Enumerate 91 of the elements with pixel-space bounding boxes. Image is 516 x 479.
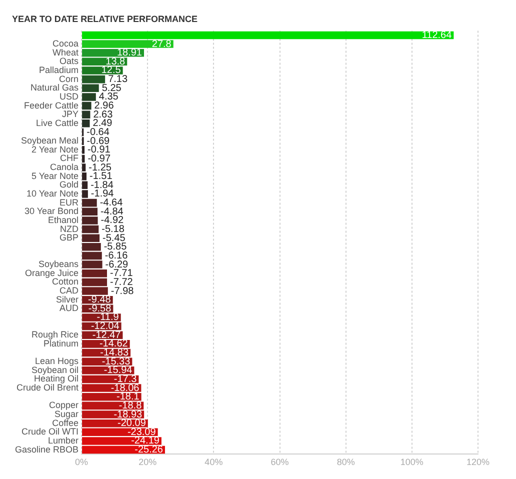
data-label: -6.29: [105, 259, 129, 270]
y-tick-label: Crude Oil Brent: [16, 382, 80, 393]
y-tick-label: CAD: [60, 286, 80, 296]
chart-title: YEAR TO DATE RELATIVE PERFORMANCE: [12, 14, 198, 24]
y-tick-label: Crude Oil WTI: [22, 426, 79, 437]
data-label: -1.94: [90, 188, 114, 200]
y-tick-label: Ethanol: [48, 214, 79, 225]
data-label: -9.58: [88, 303, 112, 314]
bar: [82, 31, 454, 40]
y-tick-label: Oats: [60, 56, 80, 66]
y-tick-label: Soybean oil: [31, 364, 79, 375]
data-label: -5.45: [102, 232, 126, 244]
data-label: -7.71: [110, 268, 134, 280]
x-tick-label: 60%: [270, 457, 289, 468]
y-tick-label: Gasoline RBOB: [14, 444, 79, 454]
y-tick-label: Lumber: [48, 435, 79, 446]
data-label: -4.92: [100, 215, 124, 226]
data-label: 4.35: [98, 92, 119, 103]
data-label: -7.72: [110, 276, 134, 288]
data-label: -0.69: [86, 136, 110, 147]
y-tick-label: Lean Hogs: [34, 356, 80, 366]
y-tick-label: Palladium: [38, 64, 79, 75]
data-label: -0.91: [88, 144, 111, 156]
y-tick-label: Corn: [59, 74, 79, 84]
y-tick-label: Copper: [48, 400, 79, 410]
data-label: -0.97: [88, 153, 111, 164]
data-label: -6.16: [104, 250, 128, 262]
data-label: -18.93: [114, 409, 143, 420]
data-label: -18.8: [118, 400, 142, 412]
y-tick-label: Rough Rice: [31, 330, 79, 340]
y-tick-label: AUD: [60, 303, 80, 314]
data-label: 13.8: [106, 56, 126, 68]
y-tick-label: NZD: [60, 224, 80, 234]
y-tick-label: Wheat: [52, 47, 80, 58]
x-tick-label: 40%: [204, 457, 223, 468]
y-tick-label: 30 Year Bond: [24, 206, 79, 216]
bar: [82, 40, 174, 48]
y-tick-label: JPY: [62, 109, 79, 120]
data-label: -11.9: [96, 312, 120, 324]
data-label: 27.8: [152, 38, 172, 50]
y-tick-label: Sugar: [54, 408, 79, 419]
y-tick-label: Platinum: [44, 338, 79, 348]
y-tick-label: Gold: [60, 180, 79, 190]
data-label: -18.06: [110, 382, 140, 394]
data-label: -23.09: [127, 426, 156, 438]
y-tick-label: Heating Oil: [34, 374, 79, 384]
data-label: -4.84: [100, 206, 124, 218]
y-tick-label: Orange Juice: [24, 268, 79, 278]
data-label: -12.47: [92, 330, 122, 341]
y-tick-label: Soybean Meal: [20, 136, 79, 146]
data-label: -1.51: [90, 171, 113, 182]
y-tick-label: Silver: [56, 294, 79, 304]
y-tick-label: CHF: [60, 153, 80, 164]
data-label: 112.64: [422, 30, 452, 41]
y-tick-label: GBP: [60, 232, 79, 243]
x-tick-label: 120%: [466, 457, 490, 468]
data-label: 2.49: [92, 118, 113, 130]
y-tick-label: Coffee: [52, 418, 79, 428]
data-label: -1.25: [88, 162, 112, 174]
x-tick-label: 20%: [138, 457, 157, 468]
data-label: 2.96: [94, 100, 114, 112]
data-label: -14.83: [100, 348, 129, 359]
data-label: -17.3: [114, 374, 138, 385]
y-tick-label: Soybeans: [38, 259, 80, 270]
y-tick-label: 5 Year Note: [31, 170, 79, 181]
data-label: -5.18: [102, 224, 125, 236]
data-label: -7.98: [110, 286, 134, 297]
y-tick-label: Canola: [50, 162, 79, 172]
data-label: -4.64: [100, 198, 124, 209]
data-label: -0.64: [86, 126, 110, 138]
data-label: -1.84: [90, 180, 114, 191]
x-tick-label: 100%: [400, 457, 424, 468]
y-tick-label: 2 Year Note: [31, 144, 79, 154]
data-label: 5.25: [102, 82, 122, 94]
y-tick-label: Cotton: [52, 276, 79, 287]
x-tick-label: 0%: [75, 457, 88, 468]
y-tick-label: 10 Year Note: [26, 188, 79, 198]
y-tick-label: Cocoa: [52, 38, 79, 49]
y-tick-label: Natural Gas: [30, 82, 80, 93]
x-tick-label: 80%: [336, 457, 355, 468]
y-tick-label: Feeder Cattle: [24, 100, 79, 110]
y-tick-label: Live Cattle: [36, 118, 79, 128]
data-label: -15.33: [102, 356, 131, 368]
y-tick-label: USD: [60, 91, 80, 102]
data-label: -25.26: [134, 444, 164, 456]
y-tick-label: EUR: [60, 197, 80, 208]
data-label: 7.13: [108, 74, 128, 86]
bar: [82, 75, 106, 84]
data-label: -5.85: [104, 242, 128, 253]
data-label: -12.04: [90, 321, 120, 332]
data-label: 2.63: [93, 109, 114, 120]
